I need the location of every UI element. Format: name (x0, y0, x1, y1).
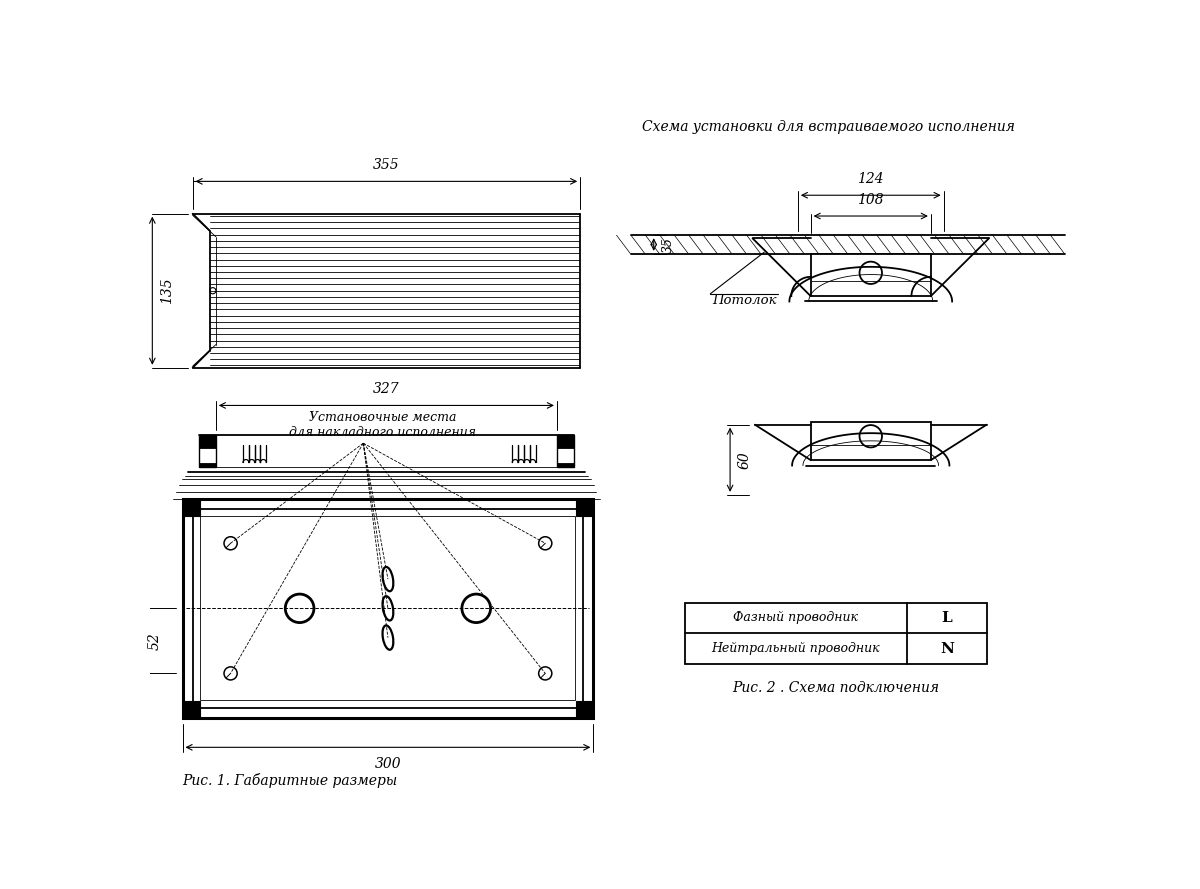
Text: L: L (942, 611, 953, 625)
Text: 300: 300 (374, 757, 401, 771)
Bar (199, 435, 216, 467)
Bar (182, 499, 199, 516)
Bar (200, 517, 576, 701)
Bar (685, 603, 986, 664)
Bar (811, 421, 931, 461)
Text: Фазный проводник: Фазный проводник (733, 612, 858, 624)
Bar (199, 435, 216, 448)
Text: 124: 124 (858, 172, 884, 186)
Text: Установочные места
для накладного исполнения: Установочные места для накладного исполн… (289, 412, 476, 439)
Bar (576, 701, 593, 718)
Bar (557, 435, 574, 467)
Bar (557, 435, 574, 448)
Bar (193, 509, 583, 708)
Text: 60: 60 (738, 451, 752, 469)
Text: 327: 327 (373, 382, 400, 396)
Bar (199, 463, 216, 467)
Text: 35: 35 (661, 236, 674, 252)
Text: N: N (940, 642, 954, 656)
Text: Рис. 2 . Схема подключения: Рис. 2 . Схема подключения (732, 681, 940, 695)
Bar (576, 499, 593, 516)
Bar (811, 253, 931, 296)
Text: Потолок: Потолок (712, 293, 776, 307)
Text: 52: 52 (148, 632, 162, 650)
Text: Нейтральный проводник: Нейтральный проводник (712, 642, 880, 655)
Text: Рис. 1. Габаритные размеры: Рис. 1. Габаритные размеры (182, 773, 397, 789)
Bar (182, 499, 593, 718)
Text: 108: 108 (858, 193, 884, 207)
Bar (557, 463, 574, 467)
Text: Схема установки для встраиваемого исполнения: Схема установки для встраиваемого исполн… (642, 120, 1015, 133)
Text: 135: 135 (160, 277, 174, 304)
Bar (182, 701, 199, 718)
Text: 355: 355 (373, 158, 400, 172)
